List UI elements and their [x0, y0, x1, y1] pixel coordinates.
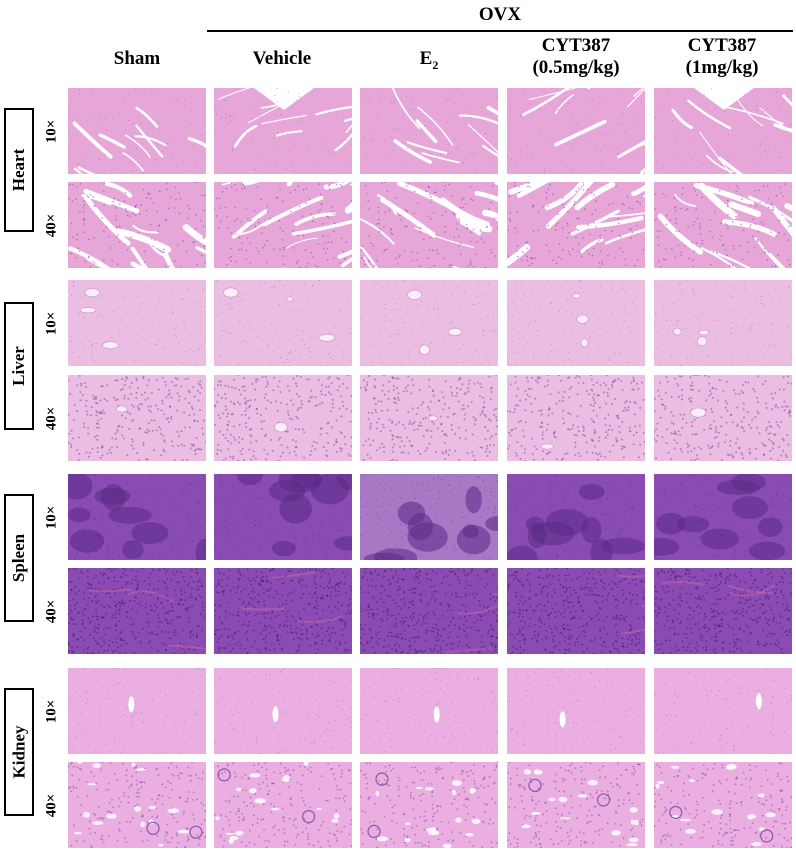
histology-panel-liver-10x-cyt387-05 — [507, 280, 645, 366]
histology-panel-heart-10x-sham — [68, 88, 206, 174]
col-header-cyt387-1-line1: CYT387 — [687, 35, 757, 56]
histology-panel-heart-40x-e2 — [360, 182, 498, 268]
histology-panel-heart-10x-e2 — [360, 88, 498, 174]
histology-panel-heart-40x-cyt387-1 — [654, 182, 792, 268]
mag-label-kidney-40x: 40× — [43, 793, 60, 817]
col-header-vehicle: Vehicle — [213, 48, 351, 70]
histology-panel-spleen-10x-sham — [68, 474, 206, 560]
histology-panel-liver-10x-sham — [68, 280, 206, 366]
organ-label-spleen: Spleen — [4, 494, 34, 622]
col-header-vehicle-line1: Vehicle — [252, 48, 312, 69]
histology-panel-kidney-40x-vehicle — [214, 762, 352, 848]
histology-panel-heart-10x-cyt387-1 — [654, 88, 792, 174]
histology-panel-kidney-40x-cyt387-1 — [654, 762, 792, 848]
histology-panel-spleen-10x-e2 — [360, 474, 498, 560]
mag-label-heart-40x: 40× — [43, 213, 60, 237]
mag-label-heart-10x: 10× — [43, 119, 60, 143]
col-header-e2-sub: 2 — [432, 57, 439, 72]
histology-panel-kidney-10x-sham — [68, 668, 206, 754]
histology-panel-liver-10x-cyt387-1 — [654, 280, 792, 366]
histology-panel-liver-40x-cyt387-05 — [507, 375, 645, 461]
histology-panel-liver-40x-sham — [68, 375, 206, 461]
histology-panel-liver-10x-e2 — [360, 280, 498, 366]
col-header-cyt387-05-line2: (0.5mg/kg) — [532, 57, 620, 78]
histology-panel-liver-40x-cyt387-1 — [654, 375, 792, 461]
mag-label-kidney-10x: 10× — [43, 699, 60, 723]
col-header-e2-main: E — [419, 48, 433, 69]
header-ovx: OVX — [478, 4, 522, 25]
histology-panel-kidney-40x-e2 — [360, 762, 498, 848]
histology-panel-spleen-40x-e2 — [360, 568, 498, 654]
histology-panel-spleen-10x-cyt387-05 — [507, 474, 645, 560]
col-header-cyt387-1: CYT387 (1mg/kg) — [653, 35, 791, 79]
col-header-cyt387-1-line2: (1mg/kg) — [685, 57, 759, 78]
mag-label-liver-10x: 10× — [43, 311, 60, 335]
histology-panel-heart-10x-vehicle — [214, 88, 352, 174]
histology-panel-spleen-40x-cyt387-05 — [507, 568, 645, 654]
histology-panel-spleen-40x-vehicle — [214, 568, 352, 654]
histology-panel-liver-40x-e2 — [360, 375, 498, 461]
organ-label-heart: Heart — [4, 108, 34, 232]
mag-label-spleen-10x: 10× — [43, 505, 60, 529]
histology-panel-heart-40x-vehicle — [214, 182, 352, 268]
histology-panel-kidney-10x-e2 — [360, 668, 498, 754]
histology-panel-heart-10x-cyt387-05 — [507, 88, 645, 174]
col-header-cyt387-05-line1: CYT387 — [541, 35, 611, 56]
histology-panel-kidney-10x-vehicle — [214, 668, 352, 754]
col-header-cyt387-05: CYT387 (0.5mg/kg) — [507, 35, 645, 79]
histology-panel-liver-10x-vehicle — [214, 280, 352, 366]
histology-panel-spleen-10x-vehicle — [214, 474, 352, 560]
histology-panel-heart-40x-sham — [68, 182, 206, 268]
organ-label-kidney: Kidney — [4, 688, 34, 816]
organ-label-liver: Liver — [4, 302, 34, 430]
histology-panel-spleen-40x-cyt387-1 — [654, 568, 792, 654]
histology-panel-kidney-10x-cyt387-1 — [654, 668, 792, 754]
mag-label-liver-40x: 40× — [43, 406, 60, 430]
ovx-divider-line — [207, 30, 793, 32]
col-header-sham-line1: Sham — [113, 48, 161, 69]
mag-label-spleen-40x: 40× — [43, 599, 60, 623]
histology-panel-liver-40x-vehicle — [214, 375, 352, 461]
histology-panel-kidney-40x-sham — [68, 762, 206, 848]
histology-panel-spleen-10x-cyt387-1 — [654, 474, 792, 560]
histology-panel-kidney-10x-cyt387-05 — [507, 668, 645, 754]
histology-panel-kidney-40x-cyt387-05 — [507, 762, 645, 848]
col-header-e2: E2 — [360, 48, 498, 76]
histology-panel-spleen-40x-sham — [68, 568, 206, 654]
col-header-sham: Sham — [68, 48, 206, 70]
histology-panel-heart-40x-cyt387-05 — [507, 182, 645, 268]
